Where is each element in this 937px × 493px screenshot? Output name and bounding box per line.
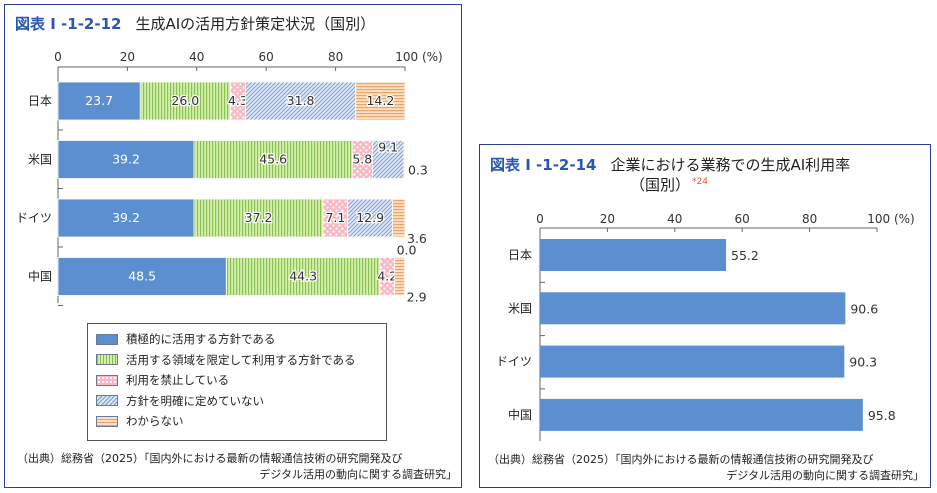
- data-label: 26.0: [171, 93, 199, 108]
- title-text-left: 生成AIの活用方針策定状況（国別）: [135, 15, 376, 33]
- category-label: 中国: [508, 407, 532, 422]
- category-label: 日本: [28, 94, 52, 108]
- data-label: 4.3: [228, 93, 248, 108]
- bar-segment: [193, 198, 324, 238]
- chart-title-left: 図表 I -1-2-12 生成AIの活用方針策定状況（国別）: [15, 13, 375, 34]
- axis-tick-label: 60: [259, 50, 274, 64]
- data-label: 45.6: [259, 152, 287, 167]
- data-label: 90.3: [849, 355, 877, 370]
- legend-swatch: [96, 333, 118, 345]
- source-line-1: （出典）総務省（2025）「国内外における最新の情報通信技術の研究開発及び: [17, 452, 403, 465]
- legend-item: 方針を明確に定めていない: [96, 391, 386, 412]
- bar: [540, 398, 863, 431]
- bar-segment: [57, 257, 227, 296]
- data-label: 39.2: [112, 210, 140, 225]
- axis-tick-label: 0: [54, 50, 62, 64]
- bar: [540, 239, 727, 271]
- source-line-2: デジタル活用の動向に関する調査研究」: [259, 468, 457, 481]
- category-label: ドイツ: [16, 211, 52, 225]
- chart-panel-right: 図表 I -1-2-14 企業における業務での生成AI利用率 （国別） *24 0 2…: [479, 144, 931, 488]
- legend-item: わからない: [96, 411, 386, 432]
- data-label: 0.3: [408, 163, 428, 178]
- legend-swatch: [96, 374, 118, 386]
- data-label: 31.8: [287, 93, 315, 108]
- source-left: （出典）総務省（2025）「国内外における最新の情報通信技術の研究開発及び デジ…: [17, 451, 457, 481]
- bar-segment: [392, 198, 406, 238]
- data-label: 39.2: [112, 152, 140, 167]
- legend-item: 積極的に活用する方針である: [96, 329, 386, 350]
- bar-segment: [139, 81, 231, 121]
- legend-label: わからない: [126, 414, 184, 429]
- figure-number-left: 図表 I -1-2-12: [15, 15, 122, 33]
- source-line-2: デジタル活用の動向に関する調査研究」: [726, 469, 924, 482]
- axis-tick-label: 40: [667, 212, 682, 226]
- data-label: 5.8: [352, 152, 372, 167]
- category-label: 日本: [508, 248, 532, 262]
- legend-label: 方針を明確に定めていない: [126, 393, 264, 408]
- bar-segment: [347, 198, 393, 238]
- axis-tick-label: 0: [536, 212, 544, 226]
- category-label: 米国: [508, 301, 532, 315]
- source-right: （出典）総務省（2025）「国内外における最新の情報通信技術の研究開発及び デジ…: [488, 452, 924, 482]
- legend-label: 利用を禁止している: [126, 373, 230, 388]
- data-label: 3.6: [407, 231, 427, 246]
- title-text-right-1: 企業における業務での生成AI利用率: [610, 156, 851, 174]
- legend-label: 活用する領域を限定して利用する方針である: [126, 352, 356, 367]
- data-label: 7.1: [325, 210, 345, 225]
- legend: 積極的に活用する方針である活用する領域を限定して利用する方針である 利用を禁止して…: [87, 323, 387, 441]
- bar-segment: [394, 257, 406, 296]
- axis-tick-label: 100 (%): [867, 212, 914, 226]
- axis-tick-label: 80: [328, 50, 343, 64]
- legend-item: 利用を禁止している: [96, 370, 386, 391]
- bar-chart: 0 20 40 60 80 100 (%) 日本 55.2 米国 90.6 ドイツ 90.3 中国 95.…: [496, 212, 915, 441]
- legend-swatch: [96, 395, 118, 407]
- bar: [540, 292, 846, 325]
- bar-segment: [322, 198, 349, 238]
- bar-segment: [355, 81, 406, 121]
- data-label: 9.1: [378, 140, 398, 155]
- data-label: 12.9: [356, 210, 384, 225]
- legend-label: 積極的に活用する方針である: [126, 332, 276, 347]
- source-line-1: （出典）総務省（2025）「国内外における最新の情報通信技術の研究開発及び: [488, 453, 874, 466]
- axis-tick-label: 100 (%): [395, 50, 442, 64]
- data-label: 14.2: [366, 93, 394, 108]
- data-label: 2.9: [407, 290, 427, 305]
- chart-panel-left: 図表 I -1-2-12 生成AIの活用方針策定状況（国別） 0 20 40 60 80 1…: [4, 4, 462, 488]
- data-label: 95.8: [868, 408, 896, 423]
- legend-item: 活用する領域を限定して利用する方針である: [96, 350, 386, 371]
- data-label: 23.7: [85, 93, 113, 108]
- legend-swatch: [96, 354, 118, 366]
- category-label: 中国: [28, 269, 52, 284]
- data-label: 4.2: [377, 269, 397, 284]
- data-label: 44.3: [289, 269, 317, 284]
- axis-tick-label: 20: [600, 212, 615, 226]
- bar-segment: [403, 140, 406, 179]
- chart-title-right: 図表 I -1-2-14 企業における業務での生成AI利用率 （国別） *24: [490, 157, 850, 194]
- category-label: ドイツ: [496, 355, 532, 369]
- axis-tick-label: 20: [120, 50, 135, 64]
- data-label: 90.6: [850, 301, 878, 316]
- axis-tick-label: 60: [735, 212, 750, 226]
- bar-segment: [57, 81, 141, 121]
- data-label: 55.2: [731, 248, 759, 263]
- data-label: 0.0: [397, 243, 417, 258]
- axis-tick-label: 40: [189, 50, 204, 64]
- figure-number-right: 図表 I -1-2-14: [490, 156, 597, 174]
- stacked-bar-chart: 0 20 40 60 80 100 (%) 日本 23.7 26.0 4.3 31.8 14.2 米国 3…: [16, 50, 443, 306]
- axis-tick-label: 80: [802, 212, 817, 226]
- footnote-mark: *24: [692, 177, 708, 187]
- bar: [540, 345, 845, 378]
- data-label: 48.5: [128, 269, 156, 284]
- title-text-right-2: （国別）: [630, 176, 691, 194]
- data-label: 37.2: [245, 210, 273, 225]
- bar-segment: [57, 198, 195, 238]
- category-label: 米国: [28, 153, 52, 167]
- bar-segment: [244, 81, 357, 121]
- legend-swatch: [96, 415, 118, 427]
